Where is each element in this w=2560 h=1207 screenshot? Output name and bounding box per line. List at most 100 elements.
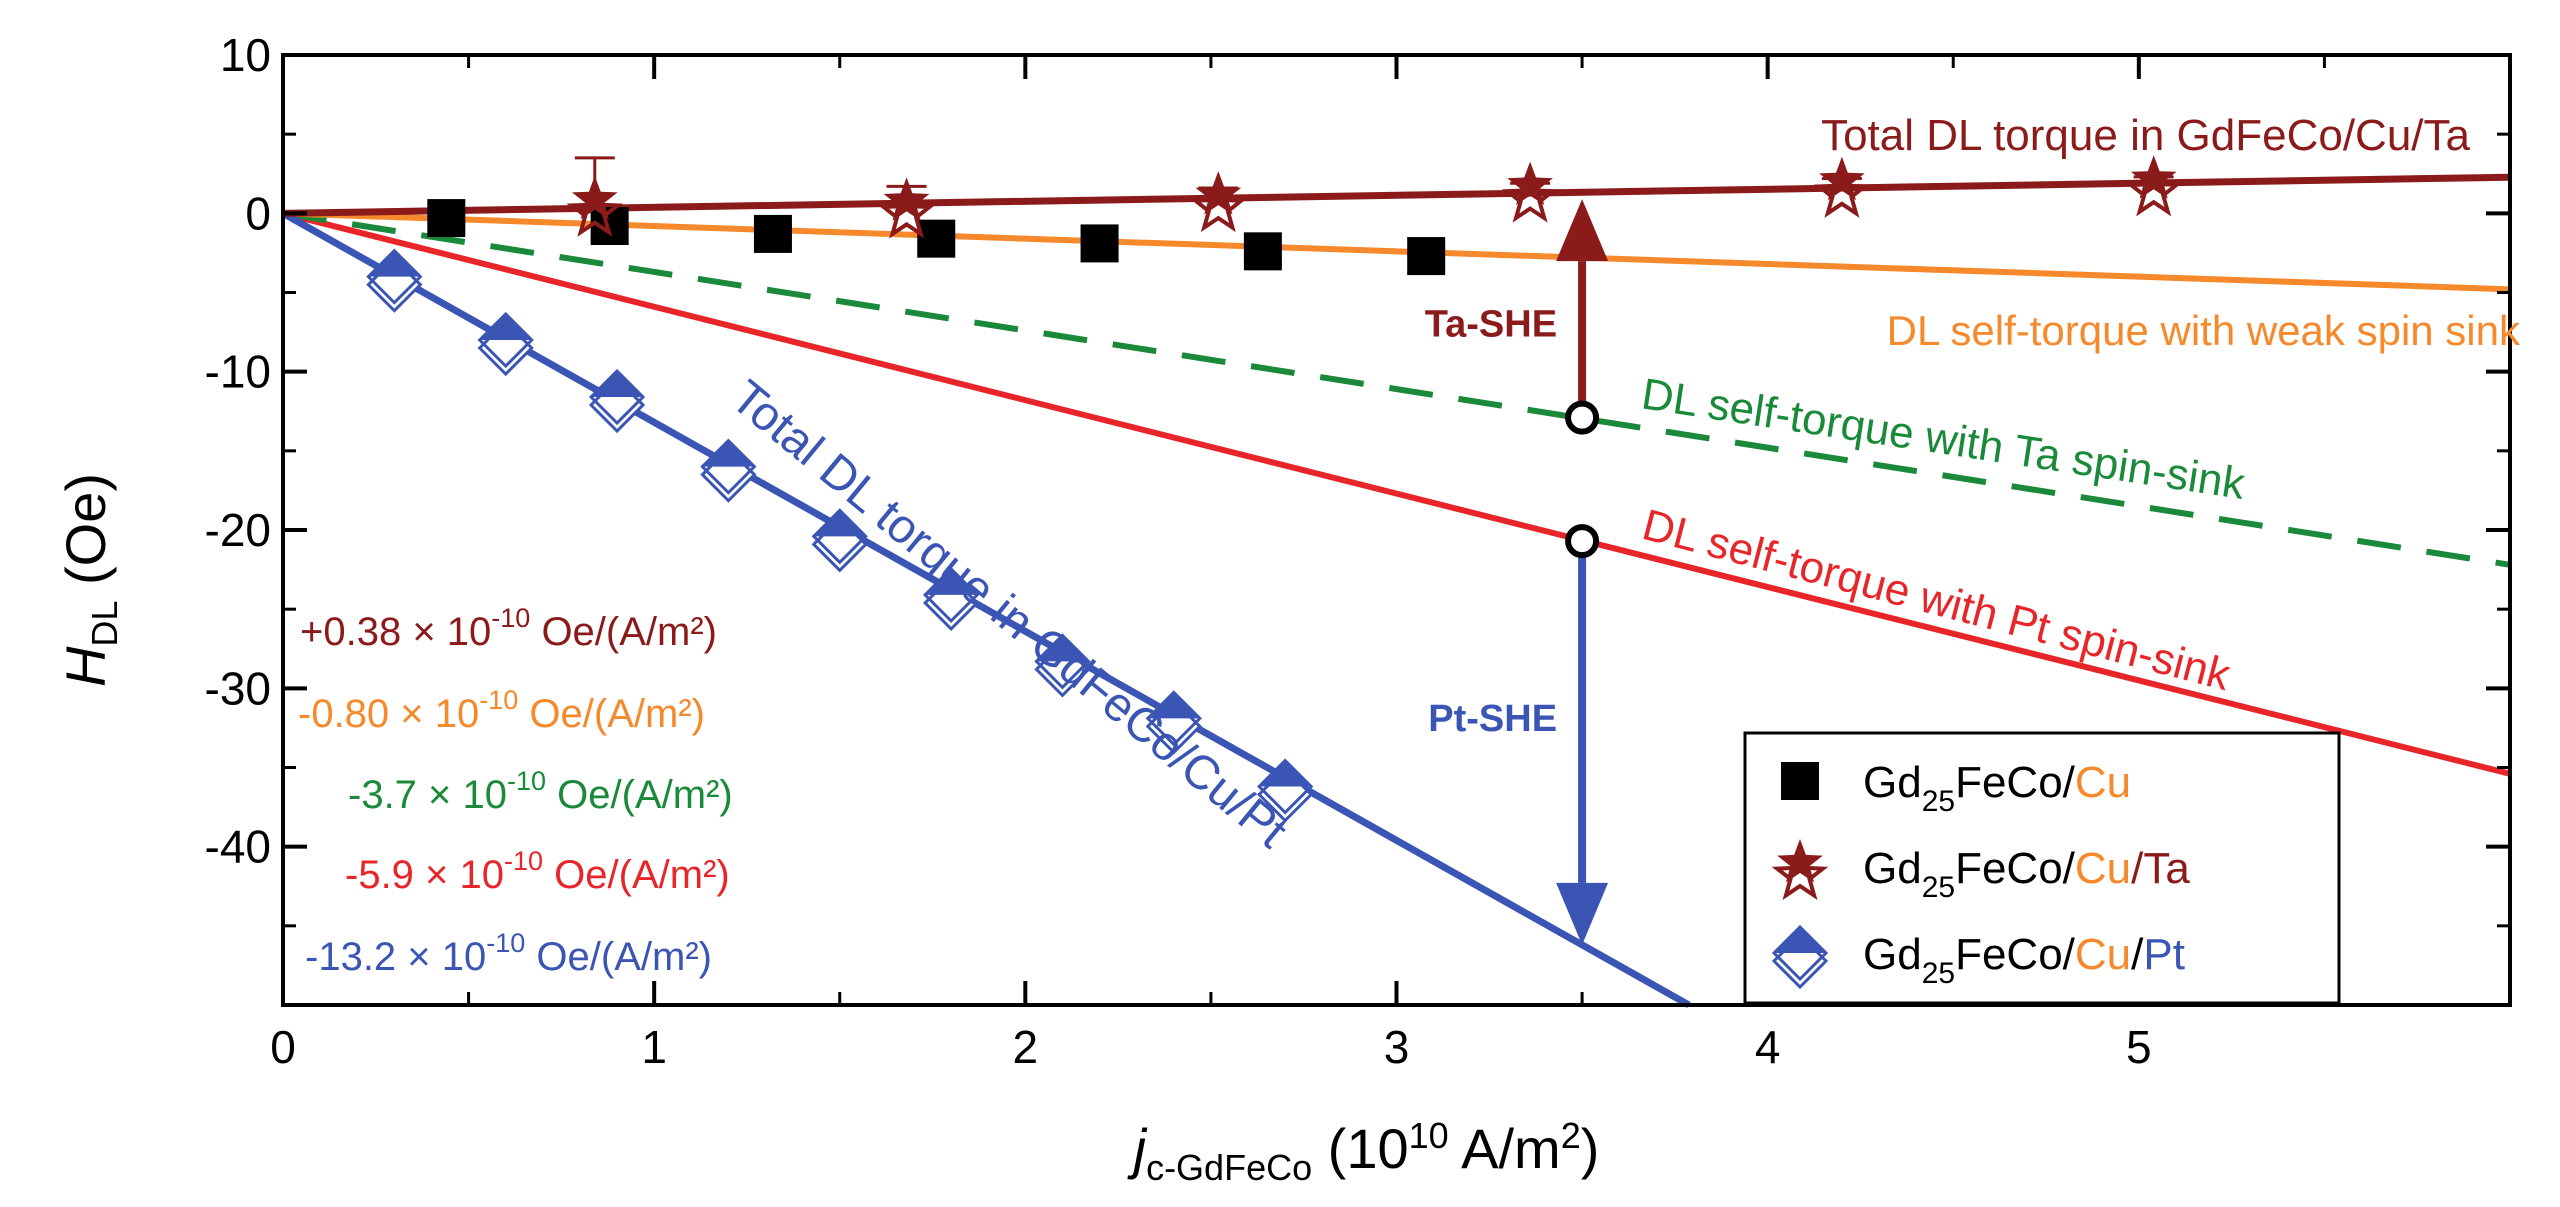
data-point-star xyxy=(1501,161,1559,223)
y-tick-label: 10 xyxy=(220,29,271,81)
data-point-diamond-filled xyxy=(1259,760,1312,787)
data-point-diamond-filled xyxy=(813,510,866,537)
data-point-square xyxy=(1243,232,1282,271)
slope-annotations: +0.38 × 10-10 Oe/(A/m²) -0.80 × 10-10 Oe/… xyxy=(298,603,733,979)
ta-she-label: Ta-SHE xyxy=(1425,303,1557,345)
data-point-square xyxy=(1080,224,1119,263)
data-point-diamond xyxy=(700,438,757,503)
data-point-star-filled xyxy=(2130,155,2177,199)
data-point-diamond xyxy=(922,566,980,632)
legend-marker-star-filled xyxy=(1777,839,1823,883)
fit-line-ta-sink xyxy=(282,210,2511,568)
label-ta-sink: DL self-torque with Ta spin-sink xyxy=(1639,369,2249,509)
x-tick-label: 3 xyxy=(1384,1021,1410,1073)
fit-line-pt-sink xyxy=(282,210,2511,777)
legend-marker-square xyxy=(1781,762,1819,800)
data-point-diamond xyxy=(366,248,423,313)
x-tick-label: 1 xyxy=(641,1021,667,1073)
legend-marker-diamond xyxy=(1771,924,1829,990)
data-point-star-open xyxy=(1501,168,1559,223)
label-ta-total: Total DL torque in GdFeCo/Cu/Ta xyxy=(1821,111,2470,160)
legend-box xyxy=(1743,731,2341,1005)
data-point-diamond-outline xyxy=(1145,690,1202,747)
data-point-diamond-outline xyxy=(700,438,757,495)
data-point-star-open xyxy=(2125,162,2183,217)
legend-marker-diamond-filled xyxy=(1774,927,1826,953)
x-tick-label: 4 xyxy=(1755,1021,1781,1073)
data-point-diamond xyxy=(1145,690,1202,755)
data-point-diamond-filled xyxy=(591,371,644,397)
she-arrows: Ta-SHE Pt-SHE xyxy=(1425,199,1609,945)
legend-marker-diamond-outline xyxy=(1771,924,1829,982)
data-point-diamond-outline xyxy=(588,368,646,426)
data-point-diamond-filled xyxy=(702,440,755,467)
data-point-diamond-outline xyxy=(1034,633,1091,690)
y-tick-label: -40 xyxy=(205,821,271,873)
data-point-diamond-filled xyxy=(1147,692,1200,719)
pt-she-label: Pt-SHE xyxy=(1428,698,1557,740)
axis-labels: 0 1 2 3 4 5 10 0 -10 -20 -30 -40 jc-GdFeCo (1010 A/m… xyxy=(54,29,2152,1188)
slope-annotation: -5.9 × 10-10 Oe/(A/m²) xyxy=(345,846,730,897)
data-point-diamond xyxy=(1257,758,1314,823)
x-tick-label: 5 xyxy=(2126,1021,2152,1073)
data-point-diamond-outline xyxy=(366,248,423,305)
data-point-diamond-filled xyxy=(368,250,421,277)
legend-label-star: Gd25FeCo/Cu/Ta xyxy=(1863,844,2190,904)
data-point-diamond xyxy=(811,508,868,573)
data-point-star-open xyxy=(1190,178,1247,233)
data-point-diamond xyxy=(588,368,646,434)
series-star xyxy=(566,155,2183,239)
y-tick-label: 0 xyxy=(245,187,271,239)
legend-label-diamond: Gd25FeCo/Cu/Pt xyxy=(1863,930,2185,990)
data-point-diamond-outline xyxy=(477,311,534,369)
pt-she-arrow-head xyxy=(1556,882,1609,945)
fit-line-weak-sink xyxy=(282,210,2511,293)
x-tick-label: 0 xyxy=(270,1021,296,1073)
plot-frame xyxy=(281,53,2512,1007)
data-point-star xyxy=(2125,155,2183,217)
data-point-diamond xyxy=(1034,633,1091,698)
data-point-diamond-filled xyxy=(479,314,532,340)
y-axis-label: HDL (Oe) xyxy=(54,473,125,687)
data-point-square xyxy=(1407,237,1446,276)
data-point-star-open xyxy=(878,184,935,239)
data-point-star-filled xyxy=(883,177,930,221)
data-point-star-open xyxy=(566,183,624,237)
slope-annotation: +0.38 × 10-10 Oe/(A/m²) xyxy=(300,603,717,654)
x-tick-label: 2 xyxy=(1013,1021,1039,1073)
data-point-star xyxy=(1813,156,1871,218)
data-point-diamond-filled xyxy=(1036,635,1089,662)
data-point-star-filled xyxy=(1819,156,1865,201)
data-point-diamond-outline xyxy=(1257,758,1314,815)
data-point-star xyxy=(878,177,935,239)
y-tick-label: -20 xyxy=(205,504,271,556)
legend-label-square: Gd25FeCo/Cu xyxy=(1863,758,2131,818)
legend-marker-star-open xyxy=(1771,846,1829,901)
ta-she-arrow-head xyxy=(1556,199,1609,262)
y-tick-label: -30 xyxy=(205,662,271,714)
highlight-circle xyxy=(1565,524,1600,559)
legend-marker-star xyxy=(1771,839,1829,901)
label-pt-sink: DL self-torque with Pt spin-sink xyxy=(1637,500,2236,700)
data-point-star-filled xyxy=(1195,171,1242,215)
legend: Gd25FeCo/Cu Gd25FeCo/Cu/Ta Gd25FeCo/Cu/Pt xyxy=(1743,731,2341,1005)
data-markers xyxy=(366,155,2183,823)
slope-annotation: -13.2 × 10-10 Oe/(A/m²) xyxy=(305,928,712,979)
highlight-circle xyxy=(1565,400,1600,435)
data-point-star xyxy=(1190,171,1247,233)
data-point-diamond-outline xyxy=(811,508,868,565)
label-weak-sink: DL self-torque with weak spin sink xyxy=(1887,307,2521,354)
data-point-diamond-outline xyxy=(922,566,980,624)
data-point-square xyxy=(427,199,466,238)
x-axis-label: jc-GdFeCo (1010 A/m2) xyxy=(1127,1115,1600,1188)
data-point-star-filled xyxy=(572,175,618,220)
data-point-square xyxy=(753,214,792,253)
slope-annotation: -3.7 × 10-10 Oe/(A/m²) xyxy=(348,766,733,817)
data-point-diamond xyxy=(477,311,534,377)
data-point-star-open xyxy=(1813,164,1871,218)
slope-annotation: -0.80 × 10-10 Oe/(A/m²) xyxy=(298,685,705,736)
series-diamond xyxy=(366,248,1314,823)
data-point-diamond-filled xyxy=(925,568,978,595)
y-tick-label: -10 xyxy=(205,346,271,398)
